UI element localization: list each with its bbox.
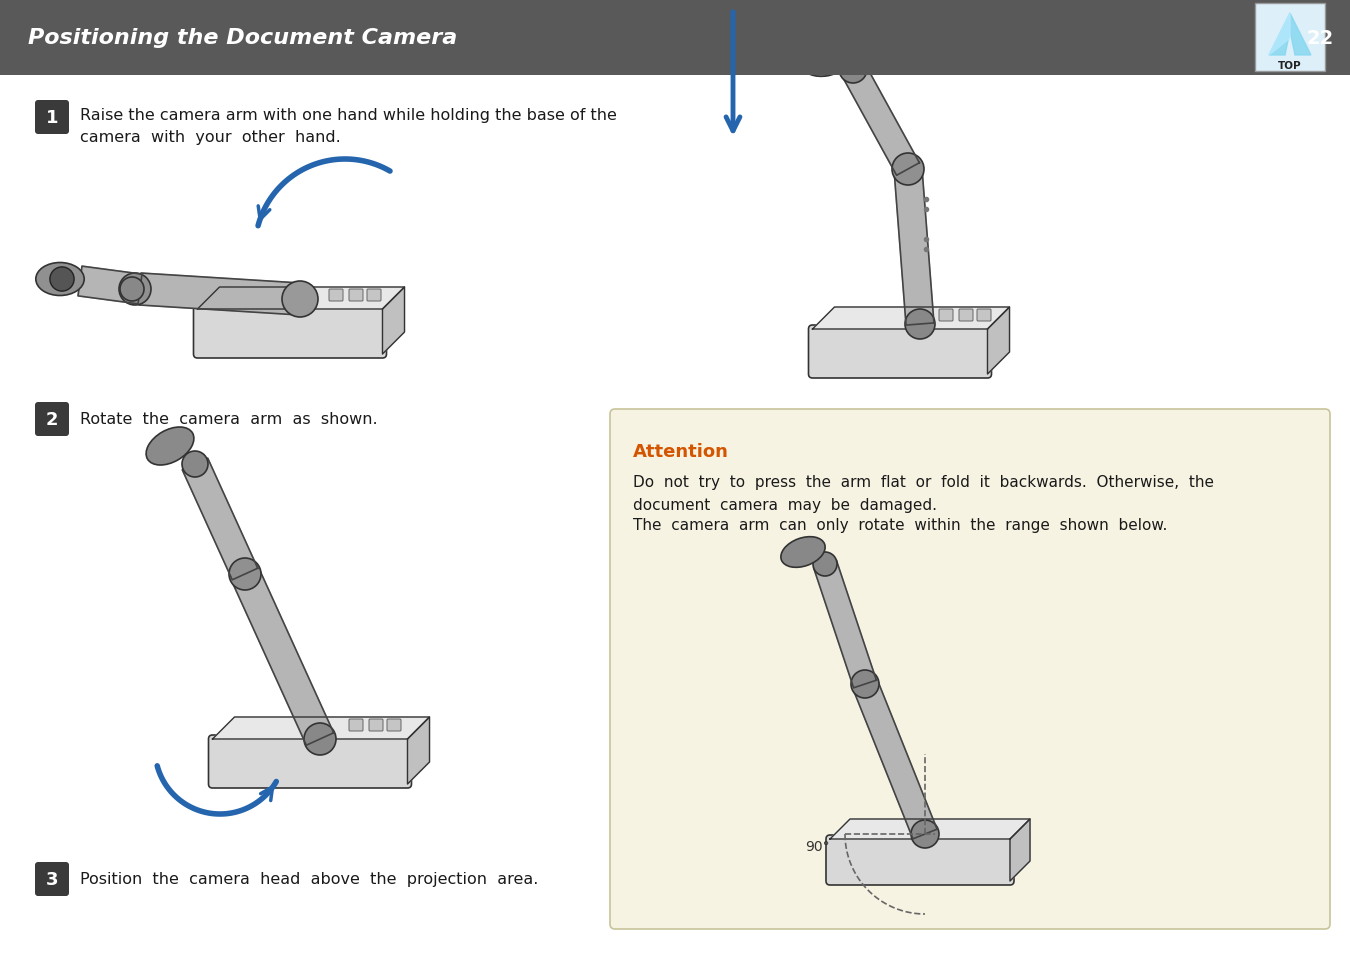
Ellipse shape	[36, 263, 84, 296]
Circle shape	[50, 268, 74, 292]
Text: Raise the camera arm with one hand while holding the base of the: Raise the camera arm with one hand while…	[80, 108, 617, 123]
Text: 90°: 90°	[806, 840, 830, 853]
Circle shape	[813, 553, 837, 577]
FancyBboxPatch shape	[193, 306, 386, 358]
Circle shape	[809, 50, 832, 74]
Polygon shape	[1269, 14, 1311, 56]
Polygon shape	[1269, 14, 1291, 56]
Polygon shape	[814, 560, 876, 688]
FancyBboxPatch shape	[350, 290, 363, 302]
Ellipse shape	[780, 537, 825, 568]
Text: TOP: TOP	[1278, 61, 1301, 71]
Bar	[0, 0, 1350, 76]
Text: Do  not  try  to  press  the  arm  flat  or  fold  it  backwards.  Otherwise,  t: Do not try to press the arm flat or fold…	[633, 475, 1214, 490]
Text: 1: 1	[46, 109, 58, 127]
Polygon shape	[231, 568, 333, 745]
Polygon shape	[382, 288, 405, 355]
FancyBboxPatch shape	[977, 310, 991, 322]
Ellipse shape	[801, 47, 849, 77]
Circle shape	[904, 310, 936, 339]
Polygon shape	[987, 308, 1010, 375]
Circle shape	[304, 723, 336, 755]
Polygon shape	[853, 679, 937, 839]
Polygon shape	[197, 288, 405, 310]
FancyBboxPatch shape	[35, 101, 69, 135]
FancyBboxPatch shape	[35, 862, 69, 896]
Text: camera  with  your  other  hand.: camera with your other hand.	[80, 130, 340, 145]
Polygon shape	[1010, 820, 1030, 882]
Text: Position  the  camera  head  above  the  projection  area.: Position the camera head above the proje…	[80, 871, 539, 886]
FancyBboxPatch shape	[350, 720, 363, 731]
Circle shape	[892, 153, 923, 186]
Polygon shape	[830, 820, 1030, 840]
FancyBboxPatch shape	[369, 720, 383, 731]
FancyBboxPatch shape	[329, 290, 343, 302]
Circle shape	[182, 452, 208, 477]
Text: Attention: Attention	[633, 442, 729, 460]
Polygon shape	[841, 64, 919, 176]
Polygon shape	[212, 718, 429, 740]
Text: 2: 2	[46, 411, 58, 429]
Text: 22: 22	[1307, 29, 1334, 48]
Ellipse shape	[146, 428, 194, 465]
Circle shape	[230, 558, 261, 590]
FancyBboxPatch shape	[940, 310, 953, 322]
Text: 3: 3	[46, 870, 58, 888]
Bar	[1256, 4, 1324, 71]
Polygon shape	[894, 169, 934, 326]
FancyBboxPatch shape	[958, 310, 973, 322]
Circle shape	[119, 274, 151, 306]
Circle shape	[282, 282, 319, 317]
Text: The  camera  arm  can  only  rotate  within  the  range  shown  below.: The camera arm can only rotate within th…	[633, 517, 1168, 533]
FancyBboxPatch shape	[809, 326, 991, 378]
Circle shape	[850, 670, 879, 699]
FancyBboxPatch shape	[387, 720, 401, 731]
Circle shape	[838, 56, 867, 84]
Text: Positioning the Document Camera: Positioning the Document Camera	[28, 28, 458, 48]
Polygon shape	[813, 308, 1010, 330]
FancyBboxPatch shape	[367, 290, 381, 302]
Text: document  camera  may  be  damaged.: document camera may be damaged.	[633, 497, 937, 513]
Polygon shape	[408, 718, 429, 784]
FancyBboxPatch shape	[610, 410, 1330, 929]
Text: Rotate  the  camera  arm  as  shown.: Rotate the camera arm as shown.	[80, 412, 378, 427]
FancyBboxPatch shape	[826, 835, 1014, 885]
FancyBboxPatch shape	[35, 402, 69, 436]
Polygon shape	[182, 458, 258, 580]
Polygon shape	[78, 267, 142, 305]
FancyBboxPatch shape	[208, 735, 412, 788]
Circle shape	[911, 821, 940, 848]
Circle shape	[120, 277, 144, 302]
Polygon shape	[139, 274, 301, 315]
